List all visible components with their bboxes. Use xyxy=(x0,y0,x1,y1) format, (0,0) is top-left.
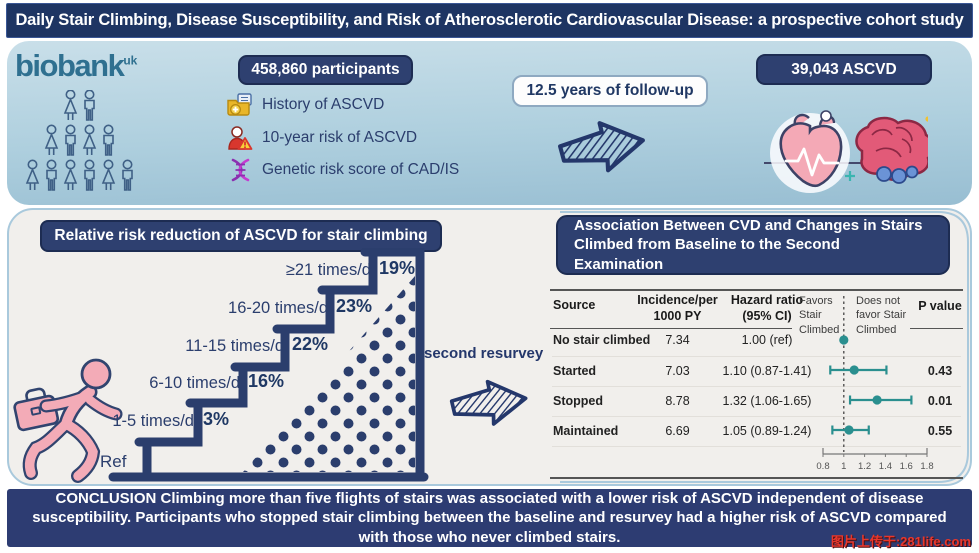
risk-item-label: Genetic risk score of CAD/IS xyxy=(262,161,460,178)
row-incidence: 6.69 xyxy=(665,424,690,438)
axis-tick-label: 0.8 xyxy=(816,461,829,472)
risk-item-history: History of ASCVD xyxy=(227,93,384,117)
conclusion-bar: CONCLUSION Climbing more than five fligh… xyxy=(7,489,972,547)
row-incidence: 8.78 xyxy=(665,394,690,408)
outcome-count: 39,043 ASCVD xyxy=(791,60,897,78)
risk-item-genetic: Genetic risk score of CAD/IS xyxy=(227,158,459,182)
heart-brain-illustration xyxy=(764,110,928,193)
table-title: Association Between CVD and Changes in S… xyxy=(574,216,923,273)
right-arrow-icon xyxy=(558,121,645,173)
stair-step-value: 16% xyxy=(248,371,285,391)
stair-step-value: 3% xyxy=(203,409,230,429)
conclusion-text: CONCLUSION Climbing more than five fligh… xyxy=(32,490,947,546)
table-header-box: Association Between CVD and Changes in S… xyxy=(556,215,950,275)
logo-sup: uk xyxy=(123,53,138,68)
col-header-hr: Hazard ratio (95% CI) xyxy=(730,293,804,323)
stair-chart-header: Relative risk reduction of ASCVD for sta… xyxy=(40,220,442,252)
uk-biobank-logo: biobankuk xyxy=(15,48,137,84)
stair-step-label: ≥21 times/d xyxy=(285,261,371,279)
hr-point xyxy=(844,425,854,435)
row-hr: 1.00 (ref) xyxy=(741,333,793,347)
risk-item-label: 10-year risk of ASCVD xyxy=(262,129,418,146)
col-header-favors: Favors Stair Climbed xyxy=(799,295,840,336)
stair-step-value: 19% xyxy=(379,258,416,278)
table-top-rule xyxy=(550,289,963,291)
axis-tick-label: 1 xyxy=(841,461,846,472)
col-header-not-favor: Does not favor Stair Climbed xyxy=(856,295,907,336)
axis-tick-label: 1.2 xyxy=(858,461,871,472)
row-source: No stair climbed xyxy=(553,333,651,347)
brain-icon xyxy=(845,116,928,184)
row-hr: 1.05 (0.89-1.24) xyxy=(722,424,812,438)
stair-ref-label: Ref xyxy=(100,452,127,471)
right-arrow-icon xyxy=(449,379,528,426)
axis-tick-label: 1.8 xyxy=(920,461,933,472)
stair-chart-title: Relative risk reduction of ASCVD for sta… xyxy=(54,227,428,244)
axis-tick-label: 1.4 xyxy=(879,461,892,472)
hr-point xyxy=(839,335,849,345)
stair-step-label: 6-10 times/d xyxy=(149,374,240,392)
risk-item-10year: 10-year risk of ASCVD xyxy=(227,125,417,151)
population-pyramid-icon xyxy=(26,90,133,191)
stair-step-value: 23% xyxy=(336,296,373,316)
row-separator xyxy=(552,446,961,447)
hr-point xyxy=(849,365,859,375)
col-header-incidence: Incidence/per 1000 PY xyxy=(637,293,718,323)
resurvey-label: second resurvey xyxy=(424,345,544,362)
staircase-chart xyxy=(108,248,429,482)
hr-point xyxy=(872,395,882,405)
pvalue-underline xyxy=(910,328,963,329)
table-bottom-rule xyxy=(550,477,963,479)
dna-icon xyxy=(231,158,250,182)
stair-climber-figure xyxy=(13,358,123,483)
outcome-count-box: 39,043 ASCVD xyxy=(756,54,932,85)
row-hr: 1.32 (1.06-1.65) xyxy=(722,394,812,408)
risk-item-label: History of ASCVD xyxy=(262,96,385,113)
stair-nosing xyxy=(134,248,382,447)
header-underline xyxy=(550,328,792,329)
axis-tick-label: 1.6 xyxy=(900,461,913,472)
study-title: Daily Stair Climbing, Disease Susceptibi… xyxy=(15,11,964,29)
followup-duration: 12.5 years of follow-up xyxy=(526,82,694,99)
participants-count: 458,860 participants xyxy=(251,61,400,78)
row-incidence: 7.03 xyxy=(665,364,690,378)
followup-box: 12.5 years of follow-up xyxy=(512,75,708,107)
stair-step-label: 16-20 times/d xyxy=(228,299,328,317)
row-source: Stopped xyxy=(553,394,603,408)
folder-plus-icon xyxy=(227,93,252,116)
row-pvalue: 0.01 xyxy=(927,394,953,408)
row-separator xyxy=(552,386,961,387)
dot-fill-triangle xyxy=(243,276,415,472)
participants-count-box: 458,860 participants xyxy=(238,55,413,85)
row-incidence: 7.34 xyxy=(665,333,690,347)
stair-step-label: 11-15 times/d xyxy=(185,337,284,355)
row-separator xyxy=(552,416,961,417)
watermark: 图片上传于:281life.com xyxy=(830,534,971,549)
logo-text: biobank xyxy=(15,48,125,83)
row-pvalue: 0.55 xyxy=(927,424,953,438)
row-separator xyxy=(552,356,961,357)
col-header-source: Source xyxy=(553,298,596,312)
stair-step-label: 1-5 times/d xyxy=(112,412,194,430)
row-source: Maintained xyxy=(553,424,619,438)
stair-outline xyxy=(142,248,425,477)
col-header-pvalue: P value xyxy=(918,299,962,313)
forest-axis xyxy=(822,448,928,455)
row-source: Started xyxy=(553,364,597,378)
title-bar: Daily Stair Climbing, Disease Susceptibi… xyxy=(6,3,973,38)
row-hr: 1.10 (0.87-1.41) xyxy=(722,364,812,378)
person-warning-icon xyxy=(228,126,253,150)
stair-step-value: 22% xyxy=(292,334,329,354)
row-pvalue: 0.43 xyxy=(927,364,953,378)
forest-plot: 0.8 1 1.2 1.4 1.6 1.8 xyxy=(816,296,934,472)
